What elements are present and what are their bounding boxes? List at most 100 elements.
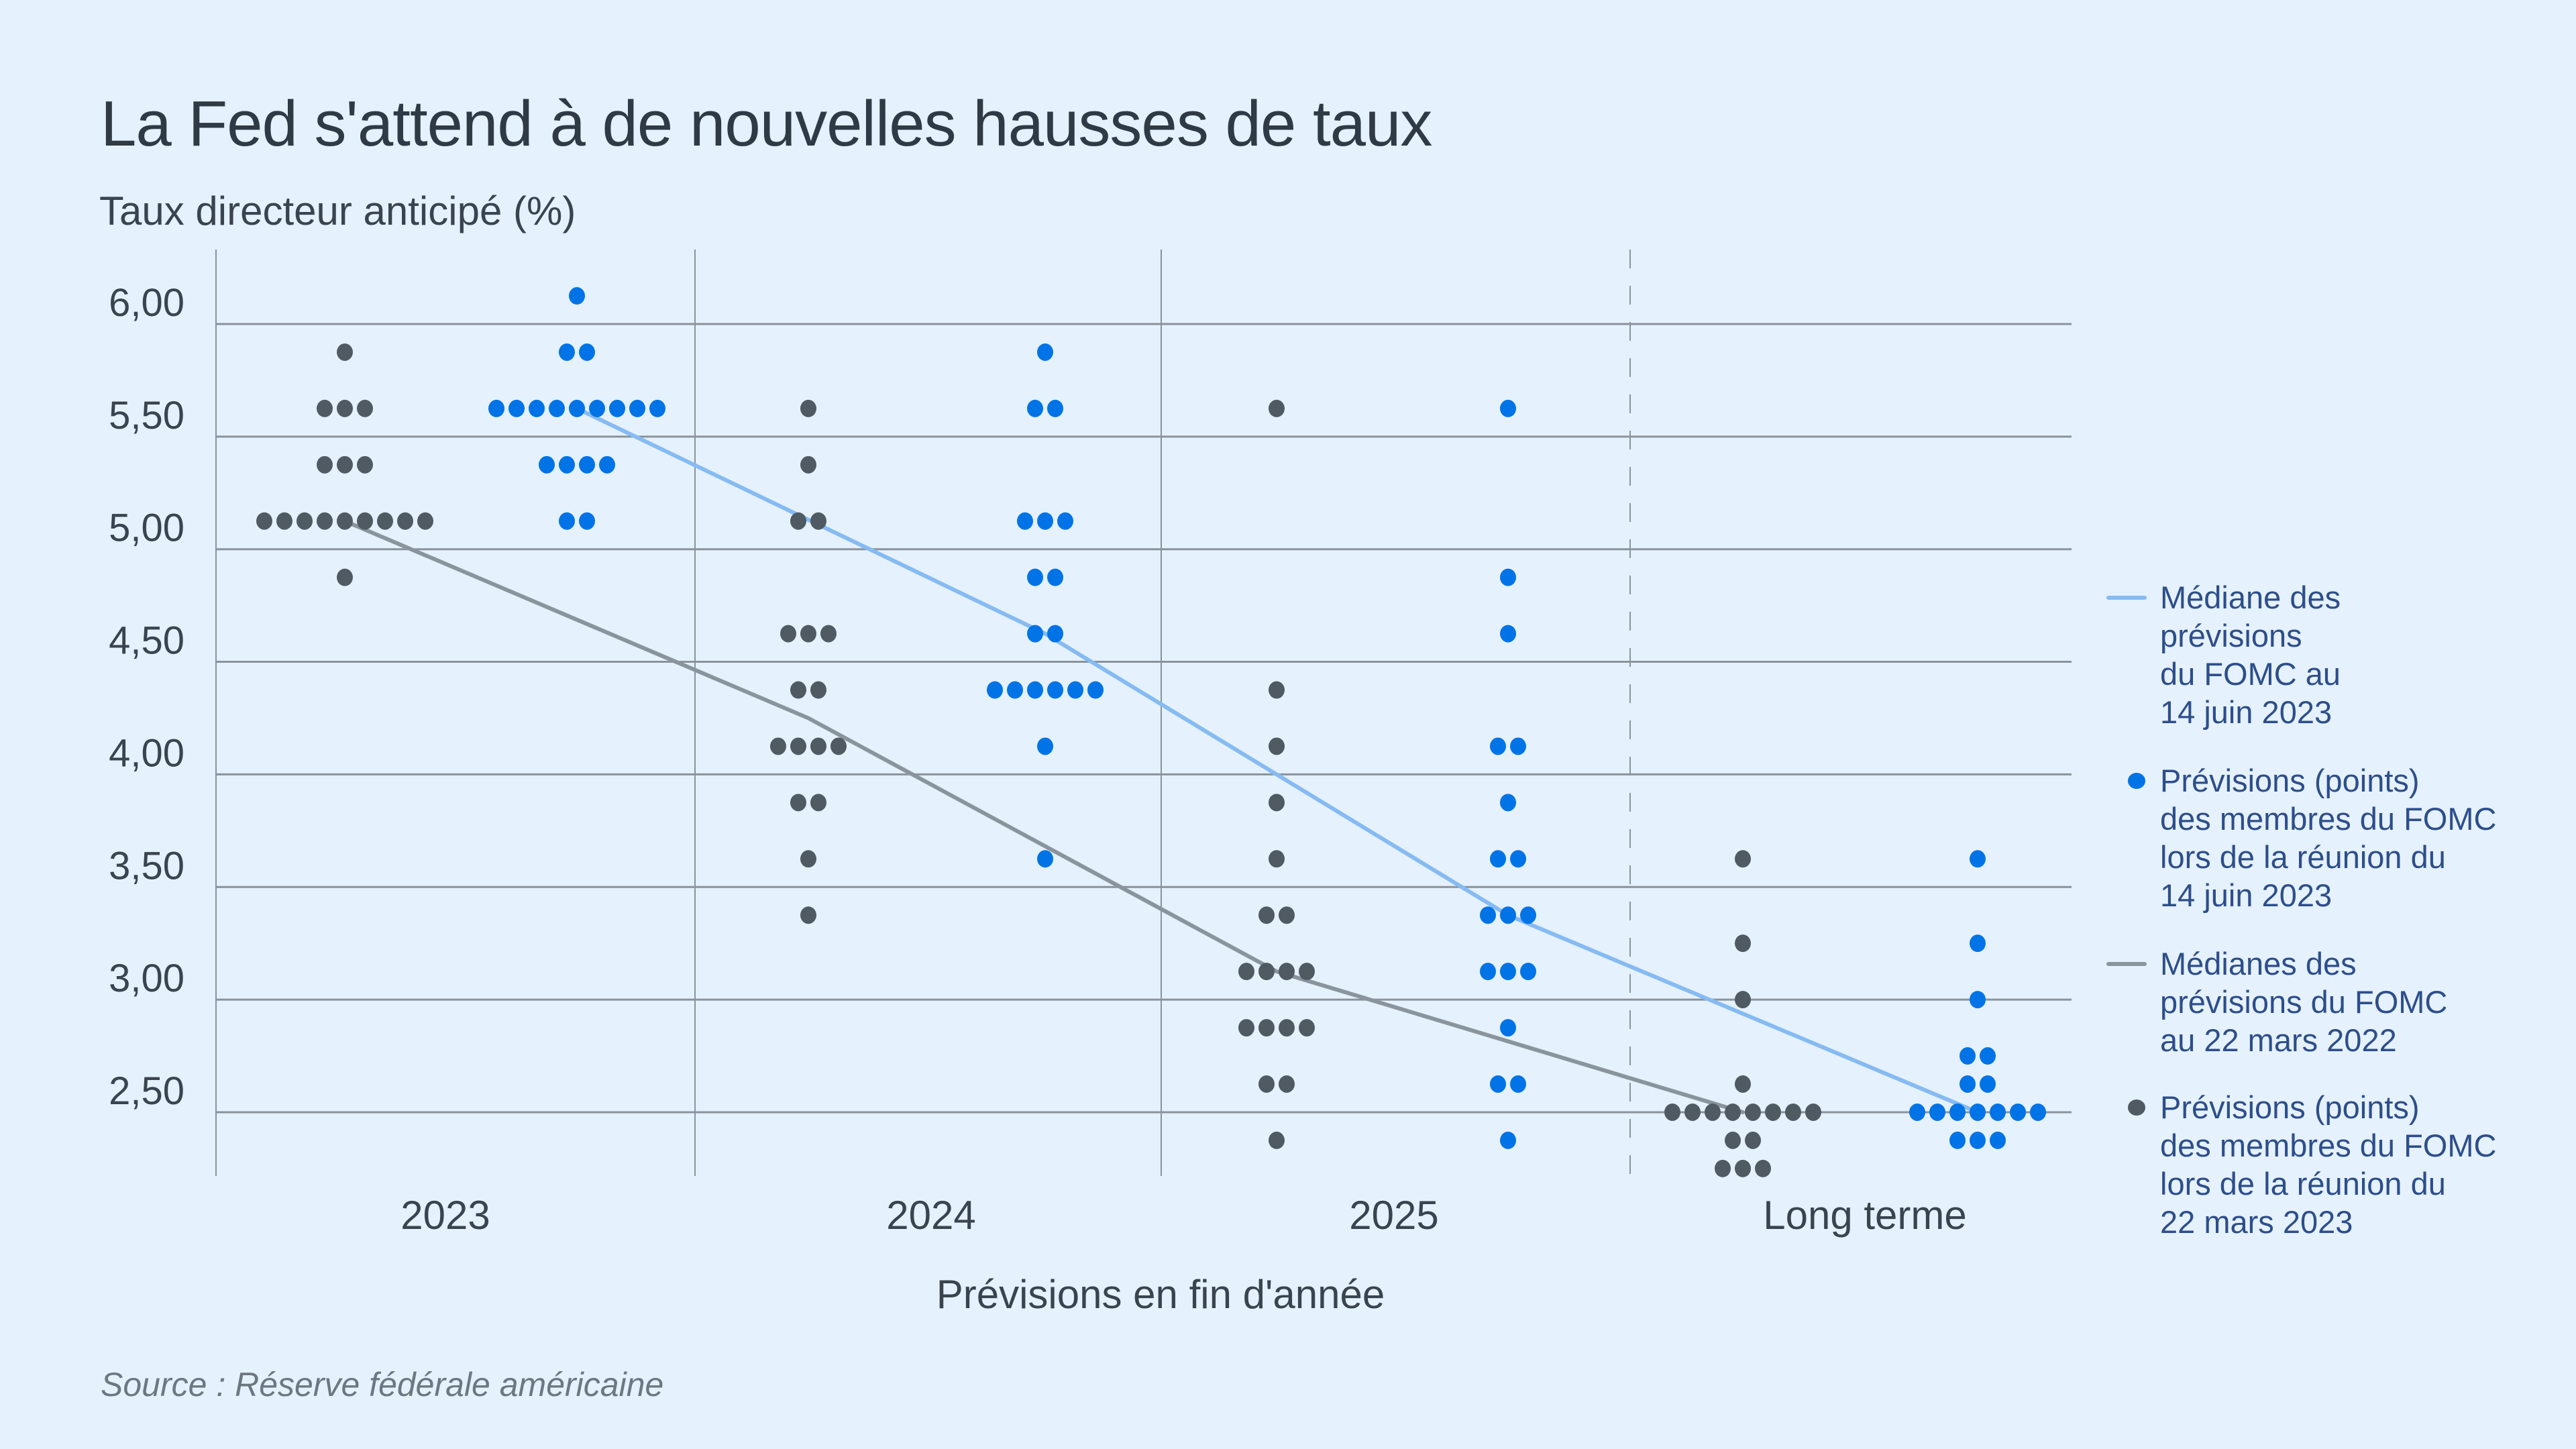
forecast-dot xyxy=(337,455,353,474)
forecast-dot xyxy=(1027,568,1043,586)
forecast-dot xyxy=(810,794,826,812)
forecast-dot xyxy=(1765,1103,1781,1121)
forecast-dot xyxy=(790,512,806,530)
forecast-dot xyxy=(1480,963,1496,981)
forecast-dot xyxy=(609,399,625,417)
forecast-dot xyxy=(1949,1131,1966,1149)
y-axis-label: Taux directeur anticipé (%) xyxy=(99,189,576,233)
forecast-dot xyxy=(377,512,393,530)
median-line xyxy=(575,406,1980,1114)
forecast-dot xyxy=(1929,1103,1945,1121)
forecast-dot xyxy=(1735,850,1751,868)
legend-label: Médiane des prévisions du FOMC au 14 jui… xyxy=(2160,580,2341,730)
forecast-dot xyxy=(790,681,806,699)
forecast-dot xyxy=(1949,1103,1966,1121)
x-tick-label: 2025 xyxy=(1349,1193,1438,1238)
forecast-dot xyxy=(337,512,353,530)
forecast-dot xyxy=(1037,737,1053,755)
forecast-dot xyxy=(1238,1019,1254,1037)
forecast-dot xyxy=(810,737,826,755)
forecast-dot xyxy=(1725,1103,1741,1121)
forecast-dot xyxy=(820,625,837,643)
forecast-dot xyxy=(1269,737,1285,755)
forecast-dot xyxy=(599,455,615,474)
forecast-dot xyxy=(1269,850,1285,868)
forecast-dot xyxy=(357,399,373,417)
forecast-dot xyxy=(1500,963,1516,981)
forecast-dot xyxy=(256,512,272,530)
forecast-dot xyxy=(830,737,847,755)
forecast-dot xyxy=(1047,625,1063,643)
forecast-dot xyxy=(790,794,806,812)
forecast-dot xyxy=(1258,963,1275,981)
forecast-dot xyxy=(1238,963,1254,981)
forecast-dot xyxy=(1480,906,1496,924)
forecast-dot xyxy=(579,512,595,530)
forecast-dot xyxy=(1990,1103,2006,1121)
forecast-dot xyxy=(1705,1103,1721,1121)
forecast-dot xyxy=(357,512,373,530)
forecast-dot xyxy=(1510,850,1526,868)
forecast-dot xyxy=(1258,906,1275,924)
forecast-dot xyxy=(488,399,504,417)
forecast-dot xyxy=(1269,794,1285,812)
forecast-dot xyxy=(1500,625,1516,643)
chart-title: La Fed s'attend à de nouvelles hausses d… xyxy=(101,88,1432,160)
legend-dot-icon xyxy=(2128,773,2145,789)
forecast-dot xyxy=(1980,1047,1996,1065)
forecast-dot xyxy=(1510,737,1526,755)
forecast-dot xyxy=(569,287,585,305)
forecast-dot xyxy=(1037,850,1053,868)
forecast-dot xyxy=(1258,1075,1275,1093)
forecast-dot xyxy=(1520,963,1536,981)
y-tick-label: 6,00 xyxy=(109,281,184,325)
forecast-dot xyxy=(629,399,645,417)
forecast-dot xyxy=(1269,681,1285,699)
forecast-dot xyxy=(1500,399,1516,417)
forecast-dot xyxy=(276,512,292,530)
forecast-dot xyxy=(549,399,565,417)
forecast-dot xyxy=(589,399,605,417)
legend-line-icon xyxy=(2106,596,2147,600)
forecast-dot xyxy=(1735,1159,1751,1177)
forecast-dot xyxy=(1745,1131,1761,1149)
forecast-dot xyxy=(1755,1159,1771,1177)
forecast-dot xyxy=(1970,934,1986,953)
forecast-dot xyxy=(317,512,333,530)
forecast-dot xyxy=(1299,1019,1315,1037)
x-axis-label: Prévisions en fin d'année xyxy=(936,1272,1385,1317)
forecast-dot xyxy=(649,399,665,417)
legend-label: Prévisions (points) des membres du FOMC … xyxy=(2160,763,2497,913)
y-tick-label: 3,00 xyxy=(109,957,184,1000)
forecast-dot xyxy=(810,681,826,699)
forecast-dot xyxy=(1067,681,1083,699)
x-tick-label: 2024 xyxy=(886,1193,975,1238)
forecast-dot xyxy=(1490,737,1506,755)
forecast-dot xyxy=(1017,512,1033,530)
x-tick-label: 2023 xyxy=(400,1193,490,1238)
forecast-dot xyxy=(1684,1103,1701,1121)
forecast-dot xyxy=(1047,568,1063,586)
forecast-dot xyxy=(1970,991,1986,1009)
forecast-dot xyxy=(569,399,585,417)
forecast-dot xyxy=(337,343,353,361)
forecast-dot xyxy=(579,343,595,361)
forecast-dot xyxy=(1745,1103,1761,1121)
forecast-dot xyxy=(2030,1103,2046,1121)
forecast-dot xyxy=(1047,399,1063,417)
forecast-dot xyxy=(1490,850,1506,868)
forecast-dot xyxy=(1510,1075,1526,1093)
forecast-dot xyxy=(1269,1131,1285,1149)
forecast-dot xyxy=(780,625,796,643)
forecast-dot xyxy=(1735,934,1751,953)
forecast-dot xyxy=(1500,906,1516,924)
forecast-dot xyxy=(1500,568,1516,586)
forecast-dot xyxy=(2010,1103,2026,1121)
forecast-dot xyxy=(1279,963,1295,981)
forecast-dot xyxy=(579,455,595,474)
forecast-dot xyxy=(1037,512,1053,530)
forecast-dot xyxy=(800,850,816,868)
y-tick-label: 2,50 xyxy=(109,1069,184,1113)
forecast-dot xyxy=(417,512,433,530)
